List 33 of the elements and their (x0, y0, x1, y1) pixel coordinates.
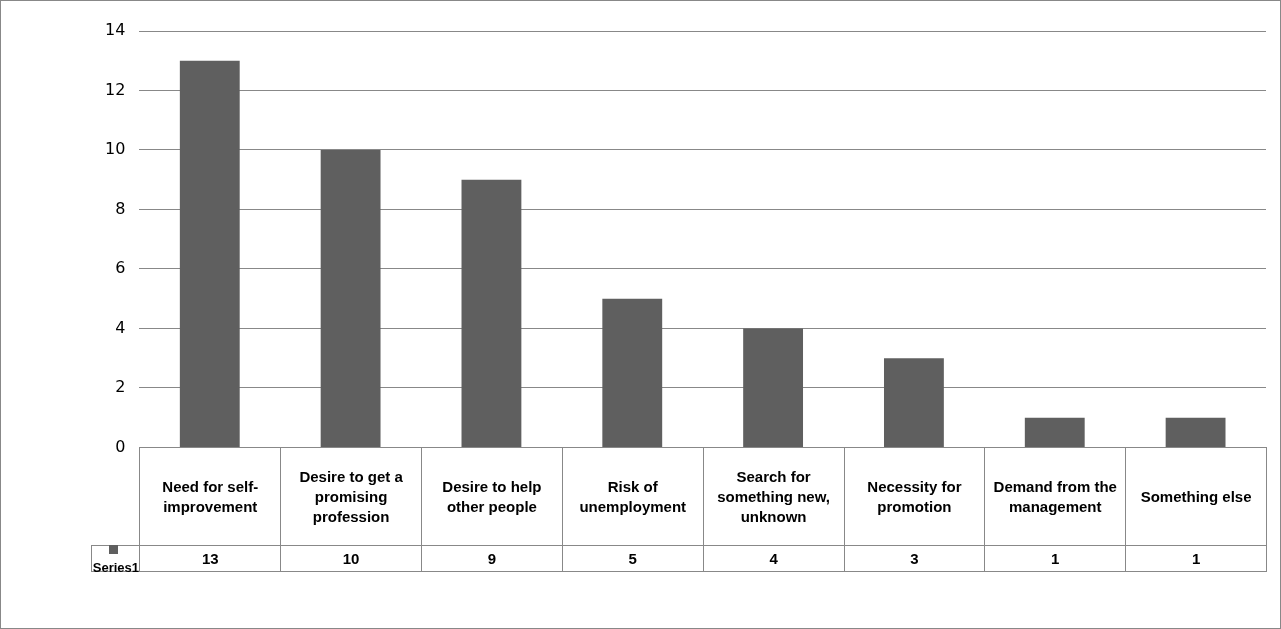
data-label: 9 (421, 545, 563, 573)
bar (743, 328, 804, 447)
y-tick-label: 4 (115, 317, 126, 337)
x-tick-label: Desire to help other people (421, 447, 563, 547)
y-tick-label: 14 (105, 20, 126, 40)
y-tick-label: 0 (115, 436, 126, 456)
bar (461, 179, 522, 447)
data-label: 10 (280, 545, 423, 573)
y-tick-label: 2 (115, 377, 126, 397)
data-label: 5 (561, 545, 704, 573)
y-tick-label: 6 (115, 258, 126, 278)
legend-label: Series1 (92, 558, 139, 577)
y-tick-label: 8 (115, 198, 126, 218)
bar (320, 149, 381, 447)
bar (884, 358, 944, 447)
data-label: 3 (843, 545, 986, 573)
x-tick-label: Something else (1125, 447, 1267, 547)
bar (1165, 417, 1226, 447)
x-tick-label: Desire to get a promising profession (280, 447, 423, 547)
x-tick-label: Risk of unemployment (561, 447, 704, 547)
y-tick-label: 10 (105, 139, 126, 159)
bar (179, 60, 240, 447)
data-label: 13 (139, 545, 282, 573)
x-tick-label: Necessity for promotion (843, 447, 986, 547)
bar (602, 298, 663, 447)
data-label: 1 (1125, 545, 1267, 573)
data-label: 4 (702, 545, 845, 573)
bar (1024, 417, 1085, 447)
x-tick-label: Need for self-improvement (139, 447, 282, 547)
data-label: 1 (984, 545, 1127, 573)
x-tick-label: Search for something new, unknown (702, 447, 845, 547)
x-tick-label: Demand from the management (984, 447, 1127, 547)
y-tick-label: 12 (105, 79, 126, 99)
